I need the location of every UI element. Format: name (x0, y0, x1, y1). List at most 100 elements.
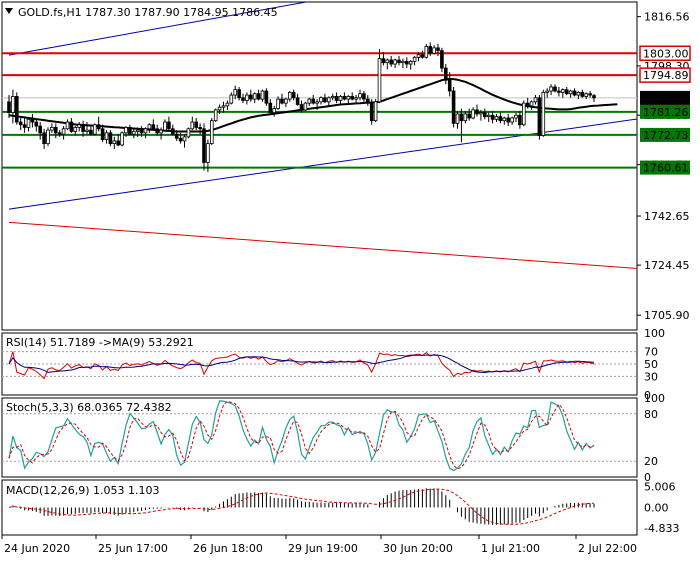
candle-body (217, 106, 222, 111)
level-tag-label: 1772.73 (643, 129, 689, 142)
macd-axis-label: -4.833 (644, 522, 679, 535)
stochastic-main-line (8, 400, 595, 472)
level-tag-label: 1803.00 (643, 47, 689, 60)
candle-body (182, 136, 187, 142)
candle-body (202, 128, 206, 163)
candle-body (436, 47, 440, 51)
candle-body (358, 93, 362, 99)
candle-body (120, 132, 124, 146)
candle-body (545, 90, 549, 93)
stochastic-axis-label: 100 (644, 392, 665, 405)
candle-body (213, 109, 218, 122)
candle-body (522, 102, 526, 126)
rsi-axis-label: 100 (644, 327, 665, 340)
candle-body (381, 58, 386, 64)
candle-body (237, 89, 241, 99)
chevron-down-icon[interactable] (5, 8, 13, 14)
candle-body (451, 90, 456, 124)
trend-line-red-3[interactable] (8, 221, 700, 279)
trend-line-blue-2[interactable] (8, 97, 700, 210)
level-tag-label: 1794.89 (643, 69, 689, 82)
candle-body (529, 101, 534, 107)
candle-body (170, 128, 175, 135)
candle-body (260, 90, 265, 100)
candle-body (584, 93, 588, 97)
candle-body (494, 116, 499, 120)
candle-body (85, 129, 89, 132)
x-axis-tick-label: 1 Jul 21:00 (481, 542, 540, 555)
candle-body (116, 140, 121, 146)
candle-body (482, 112, 487, 118)
rsi-ma-line (8, 354, 595, 374)
trend-line-blue-1[interactable] (8, 0, 329, 56)
candle-body (471, 109, 475, 119)
y-axis-tick-label: 1816.56 (644, 11, 690, 24)
candle-body (163, 121, 167, 131)
candle-body (252, 93, 257, 100)
stochastic-axis-label: 20 (644, 455, 658, 468)
candle-body (447, 79, 452, 92)
x-axis-tick-label: 25 Jun 17:00 (98, 542, 168, 555)
candle-body (22, 124, 27, 128)
stochastic-axis-label: 80 (644, 408, 658, 421)
candle-body (81, 124, 85, 132)
candle-body (408, 60, 413, 65)
candle-body (432, 47, 436, 54)
candle-body (307, 98, 312, 104)
candle-body (89, 129, 93, 135)
macd-axis-label: 5.006 (644, 480, 676, 493)
candle-body (7, 101, 11, 113)
rsi-axis-label: 50 (644, 358, 658, 371)
candle-body (580, 91, 585, 97)
stochastic-axis-label: 0 (644, 471, 651, 484)
candle-body (268, 102, 273, 113)
y-axis-tick-label: 1742.65 (644, 210, 690, 223)
candle-body (510, 117, 514, 123)
candle-body (57, 132, 62, 135)
candle-body (440, 50, 444, 69)
candle-body (155, 128, 160, 134)
candle-body (178, 137, 183, 142)
level-tag-label: 1760.61 (643, 162, 689, 175)
candle-body (365, 98, 370, 104)
rsi-axis-label: 30 (644, 370, 658, 383)
candle-body (393, 59, 397, 65)
candle-body (486, 114, 491, 118)
candle-body (174, 133, 179, 139)
candle-body (104, 132, 109, 140)
candle-body (167, 121, 171, 130)
x-axis-tick-label: 30 Jun 20:00 (383, 542, 453, 555)
level-tag-box (640, 160, 690, 175)
candle-body (557, 90, 561, 93)
candle-body (46, 129, 50, 145)
candle-body (334, 96, 339, 101)
moving-average-line (8, 77, 618, 133)
candle-body (26, 118, 31, 128)
candle-body (287, 91, 292, 100)
candle-body (342, 96, 347, 100)
candle-body (338, 96, 343, 101)
candle-body (514, 114, 518, 119)
candle-body (518, 114, 522, 126)
candle-body (326, 97, 331, 103)
x-axis-tick-label: 26 Jun 18:00 (193, 542, 263, 555)
candle-body (420, 54, 425, 58)
level-tag-box (639, 67, 691, 83)
candle-body (291, 91, 296, 99)
candle-body (280, 98, 284, 104)
candle-body (124, 127, 128, 134)
candle-body (428, 46, 432, 54)
candle-body (38, 125, 42, 134)
candle-body (424, 46, 429, 58)
candle-body (311, 98, 315, 104)
candle-body (319, 97, 323, 103)
candle-body (108, 132, 113, 145)
x-axis-tick-label: 24 Jun 2020 (4, 542, 70, 555)
current-price-label: 1786.45 (643, 92, 689, 105)
candle-body (362, 93, 366, 100)
candle-body (592, 95, 596, 99)
current-price-tag (640, 90, 690, 105)
candle-body (369, 102, 374, 122)
